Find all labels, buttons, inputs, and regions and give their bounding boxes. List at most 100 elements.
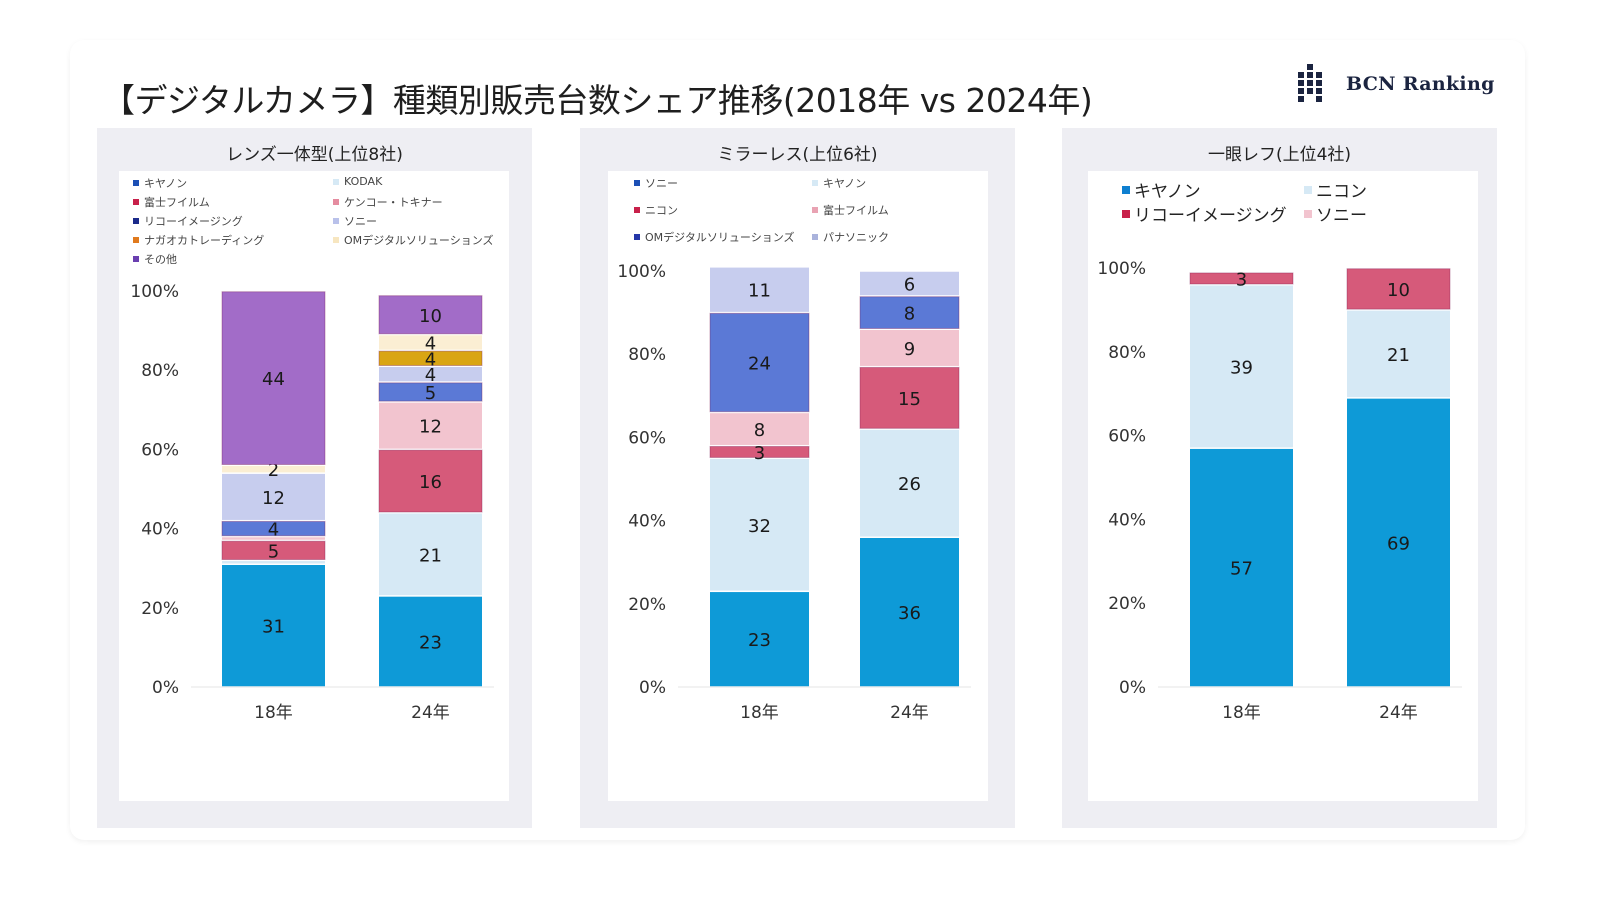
legend-item: KODAK xyxy=(333,175,382,188)
legend-item: その他 xyxy=(133,251,177,267)
legend-item: ケンコー・トキナー xyxy=(333,194,443,210)
legend-item: キヤノン xyxy=(1122,177,1201,202)
bar-segment xyxy=(222,473,325,520)
data-label: 5 xyxy=(268,541,279,562)
bcn-dot-matrix-logo-icon xyxy=(1298,62,1332,106)
legend-item: リコーイメージング xyxy=(1122,201,1287,226)
legend-item: 富士フイルム xyxy=(812,202,889,218)
y-tick-label: 60% xyxy=(1108,427,1146,447)
x-tick-label: 24年 xyxy=(411,703,450,723)
legend-swatch xyxy=(133,237,139,243)
legend-item: ソニー xyxy=(1304,201,1367,226)
legend-label: リコーイメージング xyxy=(1134,206,1287,226)
y-tick-label: 100% xyxy=(130,282,179,302)
bar-segment xyxy=(379,402,482,449)
chart-area: ソニー ニコン OMデジタルソリューションズ キヤノン 富士フイルム パナソニッ… xyxy=(608,171,988,801)
legend-label: 富士フイルム xyxy=(144,196,210,209)
page-title: 【デジタルカメラ】種類別販売台数シェア推移(2018年 vs 2024年) xyxy=(102,81,1093,120)
data-label: 44 xyxy=(262,369,285,390)
bar-segment xyxy=(859,296,960,329)
data-label: 11 xyxy=(748,281,771,302)
y-tick-label: 80% xyxy=(1108,343,1146,363)
bar-segment xyxy=(1189,272,1294,285)
bar-segment xyxy=(378,449,483,513)
chart-title: ミラーレス(上位6社) xyxy=(717,145,878,165)
bar-segment xyxy=(379,513,482,596)
legend-item: キヤノン xyxy=(133,175,187,191)
data-label: 12 xyxy=(262,488,285,509)
bar-segment xyxy=(221,540,326,561)
data-label: 4 xyxy=(425,365,436,386)
legend-label: キヤノン xyxy=(144,177,188,190)
legend-swatch xyxy=(634,207,640,213)
legend-swatch xyxy=(1122,209,1130,218)
legend-swatch xyxy=(133,180,139,186)
legend-item: キヤノン xyxy=(812,175,866,191)
data-label: 24 xyxy=(748,354,771,375)
bar-segment xyxy=(378,295,483,335)
bar-segment xyxy=(710,413,809,445)
legend-item: パナソニック xyxy=(812,229,889,245)
legend-swatch xyxy=(1304,185,1312,194)
data-label: 3 xyxy=(1236,269,1247,290)
legend-swatch xyxy=(333,178,339,185)
legend-item: OMデジタルソリューションズ xyxy=(634,229,795,245)
bar-segment xyxy=(709,445,810,458)
chart-area: キヤノン 富士フイルム リコーイメージング ナガオカトレーディング その他 KO… xyxy=(119,171,509,801)
y-tick-label: 60% xyxy=(141,440,179,460)
bar-segment xyxy=(1346,268,1451,310)
data-label: 31 xyxy=(262,617,285,638)
bar-segment xyxy=(1190,285,1293,448)
y-tick-label: 40% xyxy=(1108,510,1146,530)
data-label: 4 xyxy=(425,349,436,370)
chart-legend: キヤノン リコーイメージング ニコン ソニー xyxy=(1122,177,1462,237)
chart-legend: ソニー ニコン OMデジタルソリューションズ キヤノン 富士フイルム パナソニッ… xyxy=(634,175,974,255)
legend-item: ソニー xyxy=(333,213,377,229)
y-tick-label: 80% xyxy=(628,345,666,365)
bar-segment xyxy=(1190,448,1293,687)
y-tick-label: 80% xyxy=(141,361,179,381)
data-label: 21 xyxy=(1387,345,1410,366)
bar-segment xyxy=(859,366,960,429)
data-label: 16 xyxy=(419,472,442,493)
y-tick-label: 40% xyxy=(628,512,666,532)
data-label: 8 xyxy=(754,420,765,441)
bar-segment xyxy=(378,350,483,366)
bcn-logo: BCN Ranking xyxy=(1298,62,1495,106)
legend-label: ケンコー・トキナー xyxy=(344,196,443,209)
data-label: 36 xyxy=(898,603,921,624)
x-tick-label: 18年 xyxy=(254,703,293,723)
data-label: 15 xyxy=(898,389,921,410)
legend-swatch xyxy=(634,180,640,186)
legend-label: キヤノン xyxy=(1134,182,1201,202)
y-tick-label: 100% xyxy=(617,262,666,282)
data-label: 32 xyxy=(748,516,771,537)
bar-segment xyxy=(379,596,482,687)
data-label: 39 xyxy=(1230,357,1253,378)
data-label: 12 xyxy=(419,417,442,438)
legend-label: KODAK xyxy=(344,175,383,188)
chart-title: レンズ一体型(上位8社) xyxy=(226,145,403,165)
bar-segment xyxy=(710,458,809,591)
bar-segment xyxy=(710,267,809,312)
bar-segment xyxy=(1347,398,1450,687)
legend-item: OMデジタルソリューションズ xyxy=(333,232,494,248)
bar-segment xyxy=(379,366,482,382)
bar-segment xyxy=(860,537,959,687)
legend-item: ナガオカトレーディング xyxy=(133,232,264,248)
legend-label: ニコン xyxy=(1316,182,1367,202)
data-label: 57 xyxy=(1230,559,1253,580)
legend-swatch xyxy=(133,199,139,205)
legend-label: ソニー xyxy=(1316,206,1367,226)
legend-item: ソニー xyxy=(634,175,678,191)
y-tick-label: 0% xyxy=(1119,678,1146,698)
chart-title: 一眼レフ(上位4社) xyxy=(1207,145,1352,165)
bar-segment xyxy=(378,382,483,402)
logo-text: BCN Ranking xyxy=(1346,73,1495,95)
data-label: 21 xyxy=(419,545,442,566)
chart-panel-mirrorless: ミラーレス(上位6社) ソニー ニコン OMデジタルソリューションズ キヤノン … xyxy=(580,128,1015,828)
chart-area: キヤノン リコーイメージング ニコン ソニー 0% 20% 40% 60% 80% 100… xyxy=(1088,171,1478,801)
data-label: 9 xyxy=(904,339,915,360)
stacked-bar-chart-compact: 0%20%40%60%80%100%31541224418年2321161254… xyxy=(130,282,494,723)
x-tick-label: 18年 xyxy=(740,703,779,723)
